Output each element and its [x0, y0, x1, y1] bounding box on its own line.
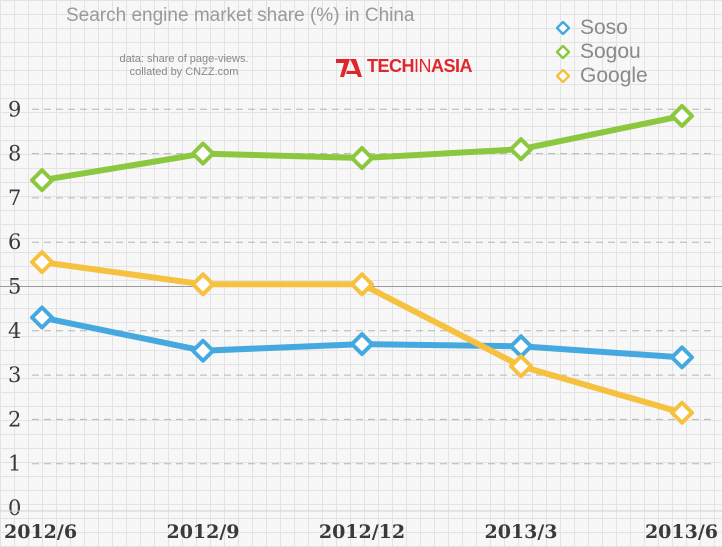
- legend-label-google: Google: [580, 64, 648, 87]
- y-tick-label-0: 0: [8, 496, 21, 520]
- x-tick-label-2012-9: 2012/9: [166, 521, 239, 543]
- data-point-google-2012-6: [30, 250, 54, 275]
- legend-label-soso: Soso: [580, 16, 628, 39]
- chart-title: Search engine market share (%) in China: [66, 5, 415, 26]
- data-point-sogou-2012-9: [191, 141, 215, 166]
- techinasia-wordmark: TECHINASIA: [367, 55, 473, 76]
- x-tick-label-2013-6: 2013/6: [645, 521, 718, 543]
- legend-marker-soso-icon: [556, 21, 570, 35]
- data-point-sogou-2012-12: [350, 146, 374, 171]
- y-tick-label-1: 1: [8, 452, 21, 476]
- data-point-sogou-2013-6: [670, 103, 694, 128]
- data-point-google-2013-3: [509, 354, 533, 379]
- source-line-1: data: share of page-views.: [119, 53, 249, 65]
- techinasia-mark-icon: [336, 59, 362, 77]
- data-point-soso-2012-9: [191, 338, 215, 363]
- data-point-sogou-2012-6: [30, 168, 54, 193]
- y-tick-label-8: 8: [8, 142, 21, 166]
- y-tick-label-7: 7: [8, 186, 21, 210]
- data-point-soso-2013-3: [509, 334, 533, 359]
- legend-marker-google-icon: [556, 69, 570, 83]
- legend-item-google: Google: [556, 64, 648, 88]
- data-source-note: data: share of page-views. collated by C…: [104, 53, 264, 79]
- techinasia-logo: TECHINASIA: [336, 54, 473, 78]
- y-tick-label-3: 3: [8, 363, 21, 387]
- data-point-soso-2012-12: [350, 332, 374, 357]
- legend-item-soso: Soso: [556, 16, 648, 40]
- legend-item-sogou: Sogou: [556, 40, 648, 64]
- data-point-soso-2012-6: [30, 305, 54, 330]
- x-tick-label-2013-3: 2013/3: [484, 521, 557, 543]
- legend-label-sogou: Sogou: [580, 40, 641, 63]
- y-tick-label-5: 5: [8, 275, 21, 299]
- data-point-google-2012-12: [350, 272, 374, 297]
- data-point-google-2013-6: [670, 400, 694, 425]
- x-tick-label-2012-6: 2012/6: [4, 521, 77, 543]
- y-tick-label-6: 6: [8, 230, 21, 254]
- source-line-2: collated by CNZZ.com: [129, 66, 239, 78]
- data-point-google-2012-9: [191, 272, 215, 297]
- y-tick-label-4: 4: [8, 319, 21, 343]
- legend-marker-sogou-icon: [556, 45, 570, 59]
- data-point-soso-2013-6: [670, 345, 694, 370]
- x-tick-label-2012-12: 2012/12: [319, 521, 405, 543]
- y-tick-label-2: 2: [8, 407, 21, 431]
- y-tick-label-9: 9: [8, 97, 21, 121]
- legend: Soso Sogou Google: [556, 16, 648, 88]
- data-point-sogou-2013-3: [509, 137, 533, 162]
